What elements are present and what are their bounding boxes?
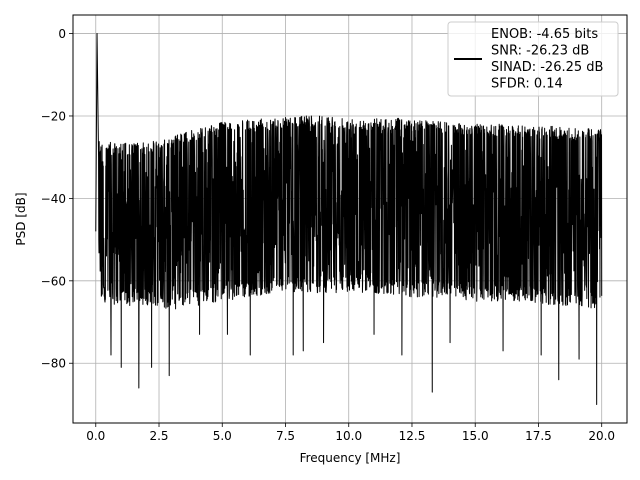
legend: ENOB: -4.65 bits SNR: -26.23 dB SINAD: -… bbox=[447, 21, 619, 97]
x-tick-label: 15.0 bbox=[462, 429, 489, 443]
x-tick-label: 7.5 bbox=[276, 429, 295, 443]
x-tick-label: 5.0 bbox=[213, 429, 232, 443]
legend-entry-enob: ENOB: -4.65 bits bbox=[491, 27, 598, 42]
plot-frame bbox=[72, 14, 628, 424]
x-tick-label: 17.5 bbox=[525, 429, 552, 443]
x-tick-label: 0.0 bbox=[86, 429, 105, 443]
y-tick-label: −40 bbox=[41, 192, 66, 206]
axes: 0.0 2.5 5.0 7.5 10.0 12.5 15.0 17.5 20.0 0 −20 −40 −… bbox=[41, 27, 615, 443]
legend-entry-snr: SNR: -26.23 dB bbox=[491, 44, 589, 59]
legend-entry-sinad: SINAD: -26.25 dB bbox=[491, 60, 603, 75]
x-tick-label: 12.5 bbox=[399, 429, 426, 443]
y-tick-label: −20 bbox=[41, 109, 66, 123]
data-layer bbox=[95, 33, 603, 405]
y-tick-label: −60 bbox=[41, 274, 66, 288]
x-tick-label: 2.5 bbox=[149, 429, 168, 443]
x-tick-label: 10.0 bbox=[335, 429, 362, 443]
y-tick-label: 0 bbox=[58, 27, 66, 41]
legend-entry-sfdr: SFDR: 0.14 bbox=[491, 77, 563, 92]
y-tick-label: −80 bbox=[41, 357, 66, 371]
y-axis-label: PSD [dB] bbox=[14, 192, 28, 245]
psd-trace bbox=[95, 33, 603, 405]
x-tick-label: 20.0 bbox=[588, 429, 615, 443]
x-axis-label: Frequency [MHz] bbox=[300, 451, 401, 465]
legend-box bbox=[447, 21, 619, 97]
